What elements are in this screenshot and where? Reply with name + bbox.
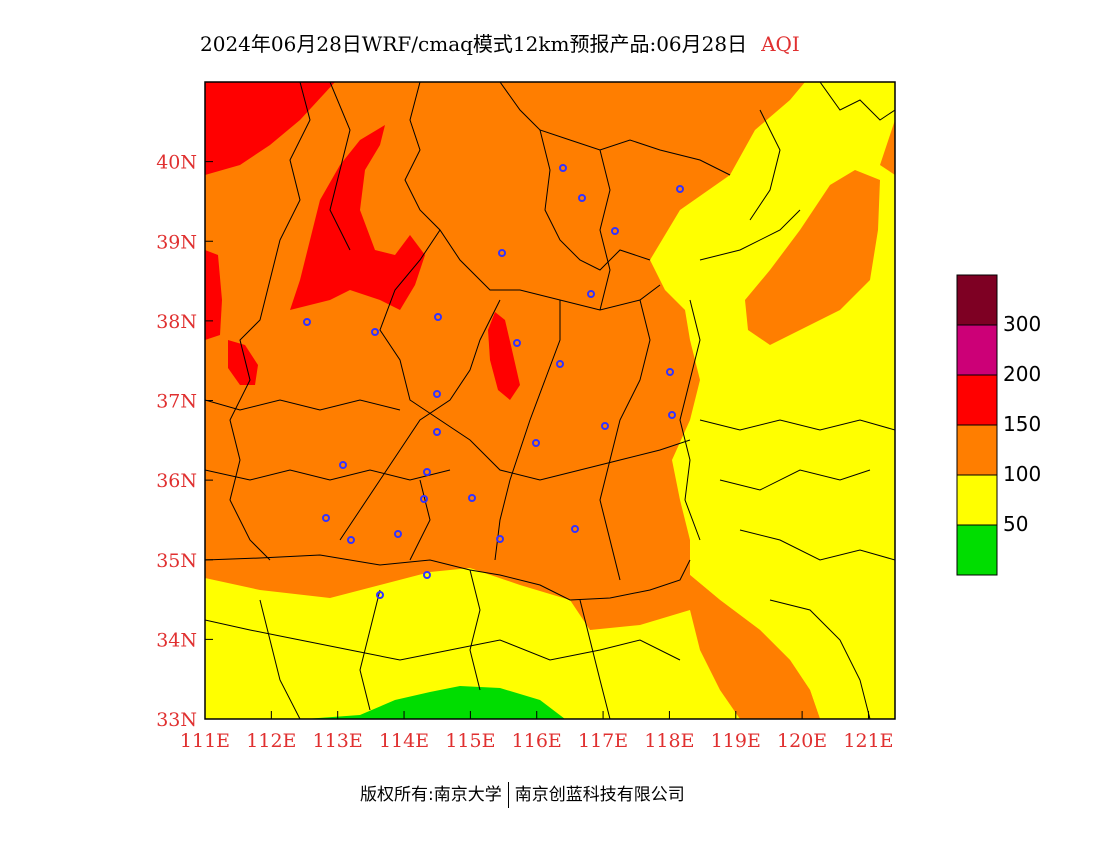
- x-axis-labels: 111E 112E 113E 114E 115E 116E 117E 118E 119E 120E…: [180, 730, 894, 752]
- zone-red-northwest: [205, 82, 335, 175]
- zone-red-central: [290, 125, 425, 310]
- city-marker: [532, 439, 540, 447]
- y-tick-label: 37N: [156, 391, 197, 413]
- city-marker: [498, 249, 506, 257]
- zone-red-west-spot: [228, 340, 258, 385]
- city-marker: [322, 514, 330, 522]
- zone-red-west-strip: [205, 250, 222, 340]
- city-marker: [394, 530, 402, 538]
- city-marker: [371, 328, 379, 336]
- x-tick-label: 111E: [180, 730, 230, 752]
- city-marker: [676, 185, 684, 193]
- city-marker: [347, 536, 355, 544]
- zone-orange-northeast: [745, 170, 880, 345]
- footer-left: 版权所有:南京大学: [360, 785, 502, 805]
- city-marker: [666, 368, 674, 376]
- legend-swatch: [956, 324, 998, 376]
- title-main: 2024年06月28日WRF/cmaq模式12km预报产品:06月28日: [200, 32, 748, 56]
- y-tick-label: 36N: [156, 470, 197, 492]
- city-marker: [339, 461, 347, 469]
- x-tick-label: 113E: [313, 730, 363, 752]
- y-tick-label: 40N: [156, 152, 197, 174]
- legend-label: 50: [1003, 512, 1029, 536]
- city-marker: [303, 318, 311, 326]
- y-tick-label: 33N: [156, 709, 197, 731]
- chart-title: 2024年06月28日WRF/cmaq模式12km预报产品:06月28日 AQI: [200, 28, 800, 57]
- x-tick-label: 114E: [379, 730, 429, 752]
- legend-swatch: [956, 524, 998, 576]
- title-variable: AQI: [761, 32, 800, 56]
- x-tick-label: 115E: [445, 730, 495, 752]
- city-marker: [578, 194, 586, 202]
- x-tick-label: 112E: [246, 730, 296, 752]
- city-marker: [433, 390, 441, 398]
- y-tick-label: 38N: [156, 311, 197, 333]
- footer-right: 南京创蓝科技有限公司: [514, 785, 685, 805]
- legend-colorbar: [956, 274, 998, 576]
- x-tick-label: 117E: [578, 730, 628, 752]
- city-marker: [423, 571, 431, 579]
- y-tick-label: 39N: [156, 231, 197, 253]
- footer-divider: [507, 782, 509, 808]
- city-marker: [601, 422, 609, 430]
- y-tick-label: 35N: [156, 550, 197, 572]
- city-marker: [376, 591, 384, 599]
- city-marker: [513, 339, 521, 347]
- city-marker: [587, 290, 595, 298]
- axis-ticks: [204, 161, 869, 720]
- zone-yellow-south: [205, 568, 740, 719]
- legend-swatch: [956, 374, 998, 426]
- zone-red-center: [488, 312, 520, 400]
- zone-orange-edge: [880, 120, 895, 175]
- city-marker: [420, 495, 428, 503]
- legend-label: 100: [1003, 462, 1042, 486]
- x-tick-label: 120E: [777, 730, 827, 752]
- legend-swatch: [956, 274, 998, 326]
- city-marker: [668, 411, 676, 419]
- y-axis-labels: 40N 39N 38N 37N 36N 35N 34N 33N: [156, 152, 197, 731]
- x-tick-label: 119E: [711, 730, 761, 752]
- city-marker: [559, 164, 567, 172]
- city-marker: [571, 525, 579, 533]
- copyright-footer: 版权所有:南京大学 南京创蓝科技有限公司: [360, 780, 685, 808]
- y-tick-label: 34N: [156, 629, 197, 651]
- city-marker: [468, 494, 476, 502]
- legend-label: 150: [1003, 412, 1042, 436]
- city-marker: [496, 535, 504, 543]
- city-marker: [433, 428, 441, 436]
- boundary-lines: [205, 82, 895, 719]
- map-area: [205, 82, 895, 719]
- x-tick-label: 116E: [512, 730, 562, 752]
- city-marker: [434, 313, 442, 321]
- city-marker: [611, 227, 619, 235]
- city-marker: [556, 360, 564, 368]
- legend-label: 300: [1003, 312, 1042, 336]
- x-tick-label: 118E: [644, 730, 694, 752]
- legend-swatch: [956, 474, 998, 526]
- x-tick-label: 121E: [843, 730, 893, 752]
- zone-orange-southeast: [690, 575, 820, 719]
- legend-swatch: [956, 424, 998, 476]
- city-marker: [423, 468, 431, 476]
- city-markers: [303, 164, 684, 599]
- zone-green-south: [305, 686, 565, 719]
- legend-label: 200: [1003, 362, 1042, 386]
